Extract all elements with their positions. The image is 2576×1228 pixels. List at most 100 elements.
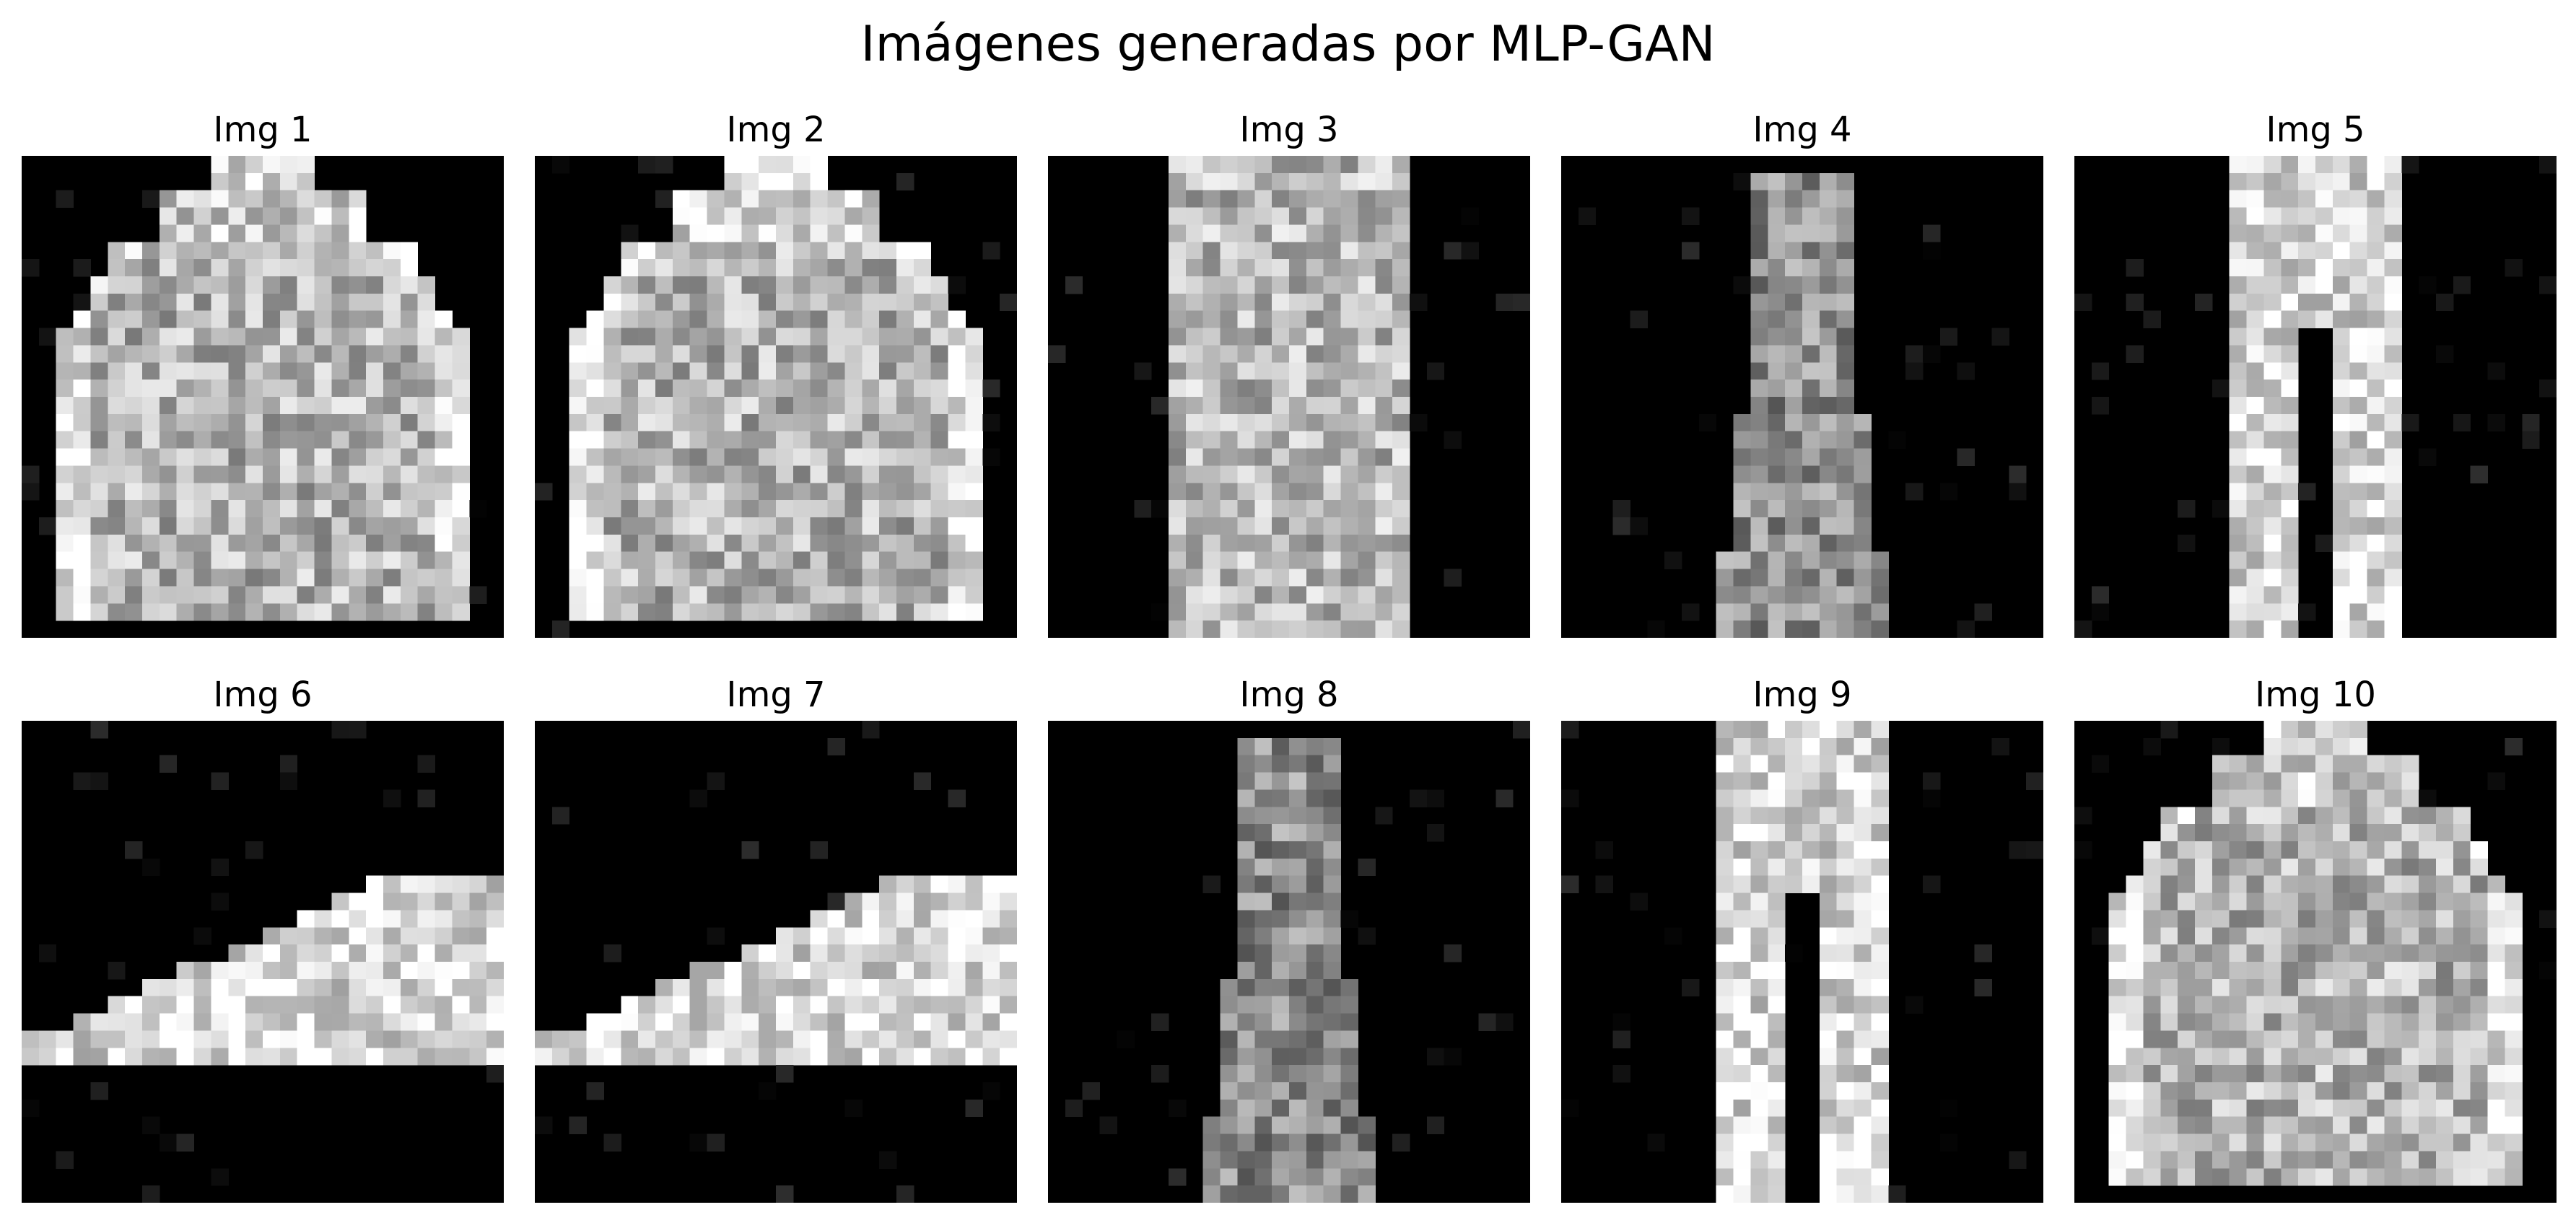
pixel	[1237, 259, 1255, 277]
pixel	[1768, 910, 1786, 928]
pixel	[810, 927, 829, 945]
pixel	[56, 328, 74, 346]
pixel	[1733, 517, 1751, 535]
pixel	[1768, 569, 1786, 587]
pixel	[1272, 380, 1290, 398]
pixel	[90, 1013, 108, 1031]
pixel	[366, 1030, 384, 1048]
pixel	[1836, 276, 1855, 294]
pixel	[569, 1116, 588, 1135]
pixel	[2367, 1133, 2385, 1152]
pixel	[2349, 310, 2368, 329]
pixel	[1358, 172, 1376, 191]
pixel	[1836, 824, 1855, 842]
pixel	[569, 551, 588, 570]
pixel	[1750, 807, 1768, 825]
pixel	[2246, 534, 2264, 553]
pixel	[1358, 517, 1376, 535]
pixel	[1444, 431, 1462, 449]
pixel	[73, 1030, 91, 1048]
pixel	[1854, 772, 1872, 790]
pixel	[689, 517, 708, 535]
pixel	[1306, 1116, 1324, 1135]
pixel	[1306, 448, 1324, 466]
pixel	[2315, 1168, 2333, 1186]
pixel	[776, 569, 794, 587]
pixel	[776, 603, 794, 621]
pixel	[1836, 569, 1855, 587]
pixel	[2315, 1116, 2333, 1135]
pixel	[279, 927, 298, 945]
pixel	[2126, 944, 2144, 962]
pixel	[2178, 1082, 2196, 1100]
pixel	[2298, 1048, 2316, 1066]
pixel	[2539, 962, 2557, 980]
pixel	[913, 362, 932, 380]
pixel	[211, 996, 229, 1014]
pixel	[948, 569, 966, 587]
pixel	[930, 569, 949, 587]
pixel	[672, 551, 691, 570]
pixel	[279, 362, 298, 380]
pixel	[2212, 737, 2230, 756]
pixel	[228, 431, 246, 449]
pixel	[2281, 1013, 2299, 1031]
pixel	[142, 413, 160, 432]
pixel	[930, 380, 949, 398]
pixel	[1630, 310, 1648, 329]
pixel	[827, 448, 845, 466]
pixel	[1392, 172, 1410, 191]
pixel	[2143, 927, 2161, 945]
pixel	[759, 259, 777, 277]
pixel	[1392, 328, 1410, 346]
pixel	[2367, 1048, 2385, 1066]
pixel	[90, 483, 108, 501]
pixel	[707, 207, 725, 225]
pixel	[879, 259, 897, 277]
pixel	[159, 397, 178, 415]
pixel	[2229, 978, 2248, 997]
pixel	[2384, 293, 2402, 312]
pixel	[108, 259, 126, 277]
pixel	[263, 551, 281, 570]
pixel	[2160, 893, 2178, 911]
pixel	[655, 190, 673, 209]
pixel	[638, 534, 656, 553]
pixel	[2349, 517, 2368, 535]
pixel	[2229, 190, 2248, 209]
pixel	[2212, 1151, 2230, 1169]
pixel	[2384, 465, 2402, 483]
pixel	[2281, 465, 2299, 483]
pixel	[1444, 944, 1462, 962]
pixel	[2298, 259, 2316, 277]
pixel	[1220, 224, 1238, 242]
pixel	[707, 448, 725, 466]
pixel	[1358, 397, 1376, 415]
pixel	[551, 1048, 570, 1066]
pixel	[896, 569, 914, 587]
pixel	[2160, 841, 2178, 859]
pixel	[469, 586, 487, 604]
pixel	[569, 397, 588, 415]
pixel	[776, 1065, 794, 1083]
pixel	[2401, 858, 2419, 877]
pixel	[279, 431, 298, 449]
pixel	[689, 1013, 708, 1031]
pixel	[741, 362, 759, 380]
pixel	[1854, 893, 1872, 911]
pixel	[1306, 224, 1324, 242]
pixel	[1220, 345, 1238, 363]
pixel	[1854, 1185, 1872, 1203]
pixel	[2470, 1013, 2489, 1031]
pixel	[1185, 551, 1204, 570]
pixel	[1169, 569, 1187, 587]
pixel	[1836, 586, 1855, 604]
pixel	[176, 1133, 195, 1152]
pixel	[741, 259, 759, 277]
pixel	[1785, 207, 1803, 225]
pixel	[689, 978, 708, 997]
pixel	[793, 962, 811, 980]
pixel	[569, 603, 588, 621]
pixel	[741, 500, 759, 518]
pixel	[1272, 500, 1290, 518]
